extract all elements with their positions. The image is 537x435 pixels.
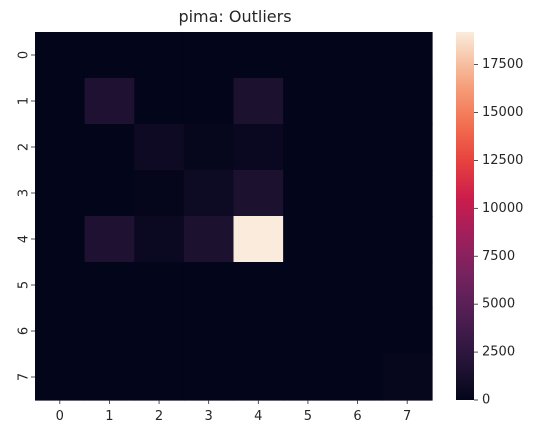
heatmap-cell <box>332 170 383 217</box>
heatmap-cell <box>233 32 284 79</box>
colorbar-gradient <box>456 32 474 400</box>
heatmap-cell <box>84 308 135 355</box>
x-tick-label: 3 <box>205 409 213 424</box>
heatmap-cell <box>283 216 334 263</box>
colorbar-tick-label: 5000 <box>482 297 515 312</box>
heatmap-cell <box>382 170 433 217</box>
heatmap-cell <box>183 124 235 171</box>
heatmap-cell <box>233 262 284 309</box>
y-tick-label: 6 <box>17 327 32 335</box>
x-tick-label: 1 <box>105 409 113 424</box>
heatmap-cell <box>84 170 135 217</box>
colorbar-tick-label: 15000 <box>482 105 523 120</box>
heatmap-cell <box>134 308 185 355</box>
x-tick-label: 0 <box>56 409 64 424</box>
heatmap-cell <box>134 32 185 79</box>
heatmap-cell <box>283 78 334 125</box>
y-tick-label: 0 <box>17 51 32 59</box>
heatmap-cell <box>382 262 433 309</box>
heatmap-cell <box>183 216 235 263</box>
colorbar-tick-label: 10000 <box>482 201 523 216</box>
heatmap-cell <box>233 78 284 125</box>
heatmap-cell <box>332 354 383 401</box>
x-axis: 0 1 2 3 4 5 6 7 <box>56 400 411 424</box>
heatmap-cell <box>233 124 284 171</box>
heatmap-cell <box>134 124 185 171</box>
heatmap-cell <box>382 216 433 263</box>
heatmap-cell <box>382 124 433 171</box>
heatmap-cell <box>382 308 433 355</box>
heatmap-cell <box>183 308 235 355</box>
x-tick-label: 5 <box>304 409 312 424</box>
x-tick-label: 2 <box>155 409 163 424</box>
y-axis: 0 1 2 3 4 5 6 7 <box>17 51 35 381</box>
heatmap-cell <box>134 216 185 263</box>
colorbar-ticks: 0 2500 5000 7500 10000 12500 15000 17500 <box>474 57 523 408</box>
heatmap-cell <box>84 78 135 125</box>
heatmap-cell <box>84 354 135 401</box>
heatmap-cell <box>283 32 334 79</box>
heatmap-cell <box>233 216 284 263</box>
heatmap-cell <box>183 262 235 309</box>
heatmap-cell <box>283 170 334 217</box>
y-tick-label: 2 <box>17 143 32 151</box>
heatmap-cell <box>134 170 185 217</box>
heatmap-cell <box>35 78 86 125</box>
heatmap-cell <box>332 262 383 309</box>
heatmap-cell <box>183 354 235 401</box>
y-tick-label: 7 <box>17 373 32 381</box>
y-tick-label: 1 <box>17 97 32 105</box>
heatmap-cell <box>134 262 185 309</box>
colorbar-tick-label: 17500 <box>482 57 523 72</box>
heatmap-cell <box>35 354 86 401</box>
heatmap-cell <box>332 124 383 171</box>
heatmap-cell <box>183 170 235 217</box>
heatmap-cell <box>84 32 135 79</box>
heatmap-cell <box>134 354 185 401</box>
heatmap-cell <box>183 78 235 125</box>
heatmap-cell <box>332 308 383 355</box>
colorbar-tick-label: 0 <box>482 393 490 408</box>
heatmap-cell <box>283 308 334 355</box>
colorbar <box>456 32 474 400</box>
heatmap-cell <box>283 262 334 309</box>
heatmap-cell <box>84 216 135 263</box>
colorbar-tick-label: 12500 <box>482 153 523 168</box>
y-tick-label: 5 <box>17 281 32 289</box>
heatmap-cell <box>84 124 135 171</box>
heatmap-cell <box>382 78 433 125</box>
x-tick-label: 4 <box>254 409 262 424</box>
x-tick-label: 6 <box>353 409 361 424</box>
heatmap-cell <box>35 124 86 171</box>
heatmap-cell <box>233 308 284 355</box>
heatmap-cell <box>233 354 284 401</box>
heatmap-cell <box>35 170 86 217</box>
heatmap-cell <box>382 354 433 401</box>
heatmap-cell <box>283 124 334 171</box>
heatmap-cell <box>35 308 86 355</box>
y-tick-label: 4 <box>17 235 32 243</box>
chart-title: pima: Outliers <box>178 7 291 26</box>
heatmap-cell <box>283 354 334 401</box>
heatmap-cell <box>134 78 185 125</box>
heatmap-cell <box>382 32 433 79</box>
x-tick-label: 7 <box>403 409 411 424</box>
heatmap-cell <box>183 32 235 79</box>
heatmap-cell <box>332 216 383 263</box>
colorbar-tick-label: 7500 <box>482 249 515 264</box>
colorbar-tick-label: 2500 <box>482 345 515 360</box>
heatmap-cell <box>332 32 383 79</box>
heatmap-cells <box>35 32 433 401</box>
heatmap-cell <box>332 78 383 125</box>
heatmap-cell <box>35 32 86 79</box>
y-tick-label: 3 <box>17 189 32 197</box>
heatmap-cell <box>35 262 86 309</box>
heatmap-cell <box>84 262 135 309</box>
heatmap-cell <box>233 170 284 217</box>
heatmap-cell <box>35 216 86 263</box>
